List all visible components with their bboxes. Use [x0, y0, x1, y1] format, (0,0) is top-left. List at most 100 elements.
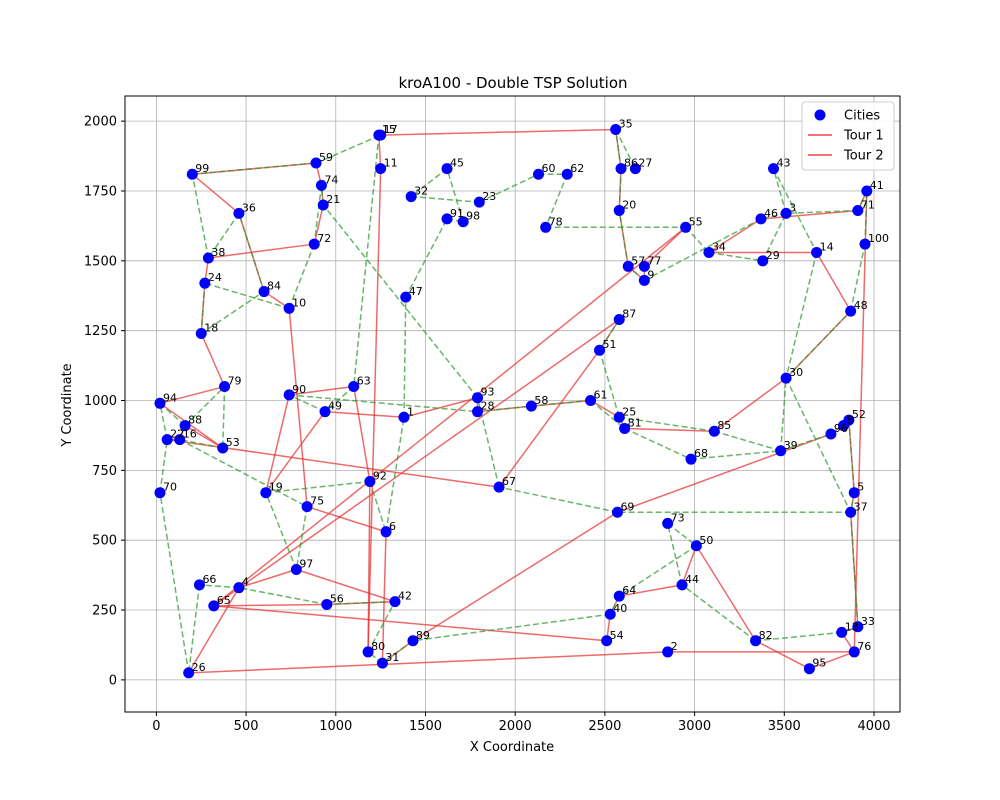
- tour2-segment: [681, 584, 757, 642]
- city-point: [405, 191, 417, 203]
- tour1-segment: [590, 399, 620, 418]
- city-point: [283, 302, 295, 314]
- tour1-segment: [815, 252, 852, 312]
- tour1-segment: [324, 410, 405, 419]
- tour2-segment: [288, 243, 315, 309]
- city-point: [472, 392, 484, 404]
- tour2-segment: [477, 405, 532, 413]
- y-tick-label: 1500: [84, 254, 117, 269]
- city-label: 49: [328, 400, 342, 413]
- city-point: [525, 400, 537, 412]
- city-label: 38: [211, 246, 225, 259]
- tour2-segment: [614, 129, 622, 169]
- city-label: 60: [542, 162, 556, 175]
- city-label: 63: [357, 375, 371, 388]
- city-label: 90: [292, 383, 306, 396]
- city-point: [533, 168, 545, 180]
- city-label: 86: [624, 157, 638, 170]
- tour2-segment: [544, 173, 568, 228]
- city-point: [852, 621, 864, 633]
- tour2-segment: [849, 512, 859, 627]
- tour1-segment: [208, 243, 315, 259]
- city-point: [685, 453, 697, 465]
- city-label: 79: [228, 375, 242, 388]
- y-tick-label: 1000: [84, 394, 117, 409]
- x-tick-label: 1000: [319, 719, 352, 734]
- y-tick-label: 1250: [84, 324, 117, 339]
- tour1-segment: [288, 308, 308, 507]
- city-label: 18: [204, 321, 218, 334]
- tour2-segment: [385, 417, 405, 532]
- legend-box: [801, 101, 895, 171]
- city-label: 28: [481, 400, 495, 413]
- city-point: [183, 667, 195, 679]
- city-point: [585, 395, 597, 407]
- tour2-segment: [785, 377, 852, 513]
- tour1-segment: [643, 226, 687, 267]
- tour2-segment: [786, 209, 858, 215]
- city-label: 26: [192, 661, 206, 674]
- tour1-segment: [412, 511, 618, 642]
- city-label: 91: [450, 207, 464, 220]
- tour2-segment: [666, 523, 683, 586]
- grid: [125, 96, 900, 712]
- city-label: 72: [317, 232, 331, 245]
- city-point: [193, 579, 205, 591]
- tour1-segment: [380, 128, 616, 136]
- tour2-segment: [159, 403, 168, 440]
- tour2-segment: [191, 174, 210, 259]
- city-point: [375, 163, 387, 175]
- city-label: 23: [482, 190, 496, 203]
- tour1-segment: [853, 190, 868, 652]
- tour2-path: [159, 129, 868, 674]
- tour2-segment: [238, 213, 265, 292]
- tour1-segment: [498, 349, 601, 488]
- city-point: [662, 517, 674, 529]
- tour2-segment: [590, 399, 626, 430]
- tour1-segment: [159, 385, 225, 405]
- x-tick-label: 1500: [409, 719, 442, 734]
- city-label: 14: [820, 240, 834, 253]
- tour2-segment: [265, 492, 298, 570]
- city-label: 64: [622, 584, 636, 597]
- city-label: 48: [854, 299, 868, 312]
- city-point: [622, 260, 634, 272]
- city-labels: 1234568910111314151617181920212223242526…: [163, 118, 889, 674]
- city-label: 81: [628, 416, 642, 429]
- tour2-segment: [772, 168, 787, 214]
- city-label: 62: [570, 162, 584, 175]
- city-point: [398, 411, 410, 423]
- city-point: [362, 646, 374, 658]
- city-point: [845, 305, 857, 317]
- city-point: [836, 626, 848, 638]
- tour1-segment: [238, 568, 297, 589]
- tour2-segment: [446, 168, 464, 222]
- tour2-segment: [199, 584, 239, 589]
- tour2-segment: [204, 282, 290, 310]
- tour2-segment: [624, 427, 692, 460]
- city-label: 70: [163, 481, 177, 494]
- x-tick-label: 3500: [768, 719, 801, 734]
- city-point: [208, 600, 220, 612]
- city-point: [407, 635, 419, 647]
- tour1-segment: [289, 385, 354, 396]
- tour2-segment: [598, 319, 620, 351]
- y-tick-label: 1750: [84, 184, 117, 199]
- tour2-segment: [614, 129, 637, 169]
- city-label: 17: [384, 123, 398, 136]
- city-point: [315, 179, 327, 191]
- city-point: [825, 428, 837, 440]
- city-label: 58: [534, 394, 548, 407]
- city-point: [615, 163, 627, 175]
- city-label: 94: [163, 391, 177, 404]
- city-label: 75: [310, 495, 324, 508]
- chart-title: kroA100 - Double TSP Solution: [398, 74, 627, 92]
- x-tick-label: 500: [234, 719, 259, 734]
- city-point: [219, 381, 231, 393]
- city-point: [843, 414, 855, 426]
- tour2-segment: [618, 210, 629, 267]
- city-point: [174, 434, 186, 446]
- legend-label: Tour 1: [843, 129, 884, 144]
- y-axis-label: Y Coordinate: [60, 363, 75, 447]
- city-point: [662, 646, 674, 658]
